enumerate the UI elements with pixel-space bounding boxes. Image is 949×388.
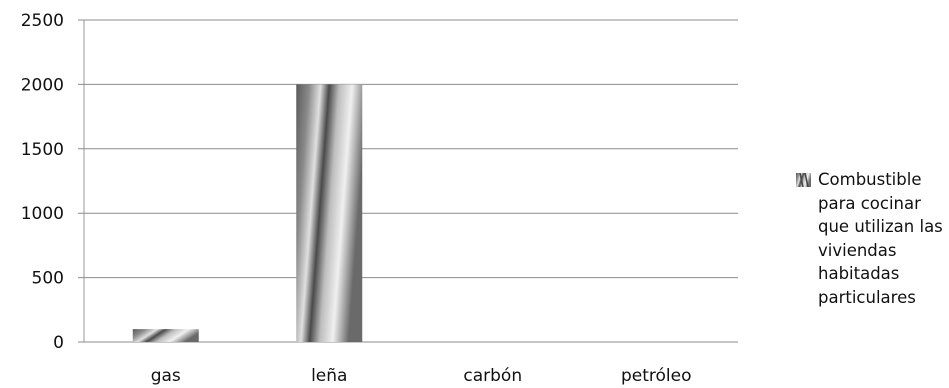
bar bbox=[296, 84, 363, 343]
y-tick-label: 2000 bbox=[21, 75, 64, 95]
y-axis-ticks: 0 500 1000 1500 2000 2500 bbox=[21, 11, 64, 353]
legend-swatch bbox=[796, 173, 811, 187]
legend-label: Combustible para cocinar que utilizan la… bbox=[818, 170, 943, 307]
x-tick-label: petróleo bbox=[621, 366, 692, 386]
bar bbox=[132, 329, 199, 342]
y-tick-label: 1000 bbox=[21, 204, 64, 224]
bars bbox=[132, 84, 363, 343]
gridlines bbox=[78, 19, 738, 343]
y-tick-label: 500 bbox=[32, 269, 64, 289]
y-tick-label: 2500 bbox=[21, 11, 64, 31]
x-tick-label: leña bbox=[311, 366, 347, 386]
y-tick-label: 1500 bbox=[21, 140, 64, 160]
x-tick-label: carbón bbox=[463, 366, 522, 386]
x-tick-label: gas bbox=[151, 366, 181, 386]
x-axis-ticks: gas leña carbón petróleo bbox=[151, 366, 692, 386]
y-tick-label: 0 bbox=[53, 333, 64, 353]
